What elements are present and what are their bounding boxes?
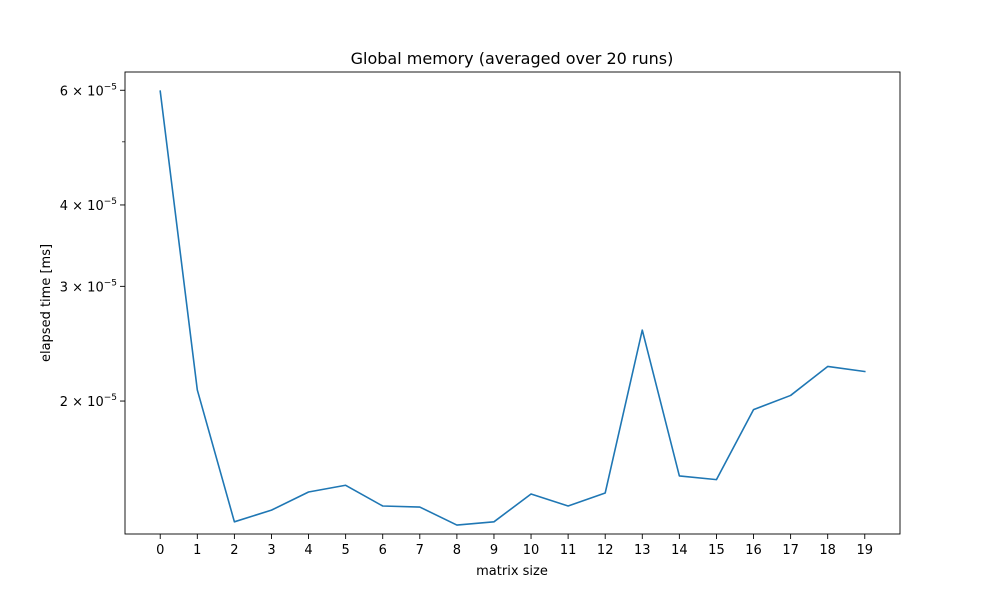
y-tick-mantissa: 2 [60, 395, 68, 410]
axes-frame [124, 71, 901, 535]
y-tick-mantissa: 3 [60, 280, 68, 295]
x-tick-label: 7 [416, 543, 424, 558]
y-tick-mantissa: 6 [60, 84, 68, 99]
y-tick-times: × 10 [68, 199, 104, 214]
y-tick-times: × 10 [68, 280, 104, 295]
y-tick-label: 4 × 10−5 [60, 197, 117, 214]
y-tick-label: 2 × 10−5 [60, 393, 117, 410]
y-tick-times: × 10 [68, 395, 104, 410]
x-tick-label: 6 [379, 543, 387, 558]
y-axis-label: elapsed time [ms] [39, 244, 54, 362]
x-tick-label: 14 [671, 543, 688, 558]
x-axis-label: matrix size [476, 564, 548, 579]
x-tick-label: 18 [819, 543, 836, 558]
y-tick-mantissa: 4 [60, 199, 68, 214]
y-tick-exponent: −5 [104, 197, 117, 207]
series-line [159, 90, 866, 526]
x-tick-label: 19 [856, 543, 873, 558]
x-tick-label: 9 [490, 543, 498, 558]
x-tick-label: 15 [708, 543, 725, 558]
x-tick-label: 1 [193, 543, 201, 558]
chart-title: Global memory (averaged over 20 runs) [351, 49, 674, 68]
x-tick-label: 4 [304, 543, 312, 558]
y-tick-label: 6 × 10−5 [60, 82, 117, 99]
y-tick-label: 3 × 10−5 [60, 278, 117, 295]
y-tick-exponent: −5 [104, 82, 117, 92]
x-tick-label: 5 [341, 543, 349, 558]
x-tick-label: 11 [560, 543, 577, 558]
x-tick-label: 12 [597, 543, 614, 558]
x-axis-ticks: 0 1 2 3 4 5 6 7 8 9 10 11 12 13 14 15 16 17 18 19 [156, 534, 873, 558]
x-tick-label: 13 [634, 543, 651, 558]
x-tick-label: 8 [453, 543, 461, 558]
x-tick-label: 16 [745, 543, 762, 558]
y-axis-ticks: 2 × 10−53 × 10−54 × 10−56 × 10−5 [60, 82, 125, 410]
x-tick-label: 17 [782, 543, 799, 558]
x-tick-label: 2 [230, 543, 238, 558]
x-tick-label: 0 [156, 543, 164, 558]
y-tick-exponent: −5 [104, 278, 117, 288]
x-tick-label: 3 [267, 543, 275, 558]
y-tick-times: × 10 [68, 84, 104, 99]
x-tick-label: 10 [523, 543, 540, 558]
y-tick-exponent: −5 [104, 393, 117, 403]
